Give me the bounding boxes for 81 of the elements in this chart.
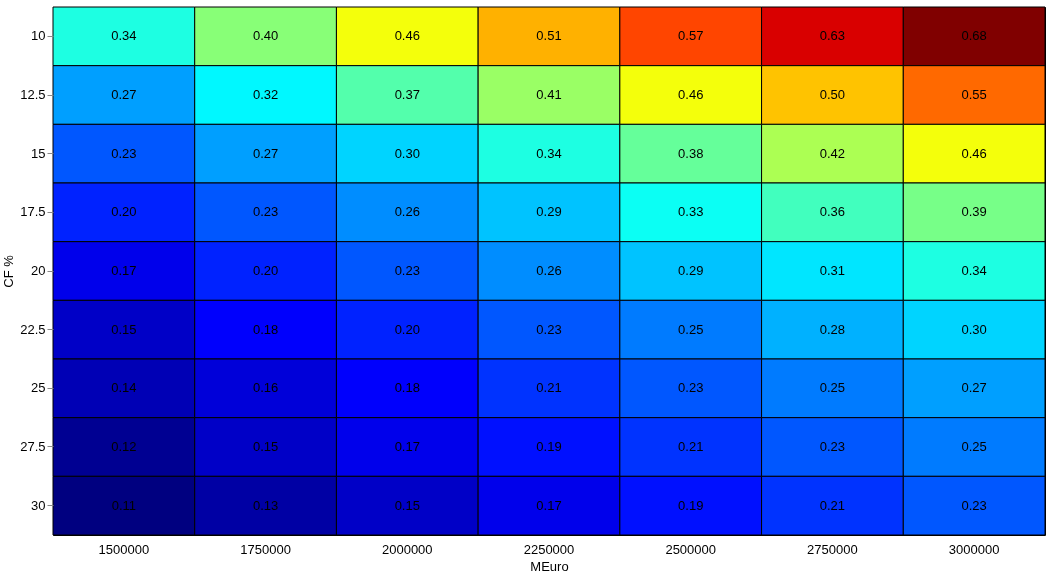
data-label: 0.32 [252, 87, 279, 102]
data-label: 0.46 [961, 145, 987, 161]
x-tick-label: 3000000 [948, 541, 1000, 557]
data-label: 0.17 [536, 497, 562, 513]
data-label: 0.25 [678, 321, 704, 337]
data-label: 0.30 [961, 321, 987, 337]
data-label: 0.57 [678, 28, 704, 44]
data-label: 0.30 [394, 145, 420, 161]
data-label: 0.33 [678, 204, 704, 220]
data-label: 0.17 [394, 439, 420, 454]
data-label: 0.55 [961, 87, 987, 102]
data-label: 0.27 [111, 87, 137, 102]
data-label: 0.20 [394, 321, 420, 337]
data-label: 0.17 [111, 263, 137, 278]
data-label: 0.11 [111, 497, 137, 513]
data-label: 0.19 [536, 439, 562, 454]
y-tick-label: 10 [31, 28, 46, 44]
x-tick-label: 2750000 [807, 541, 858, 557]
x-tick-label: 2500000 [665, 541, 717, 557]
y-tick-label: 30 [31, 497, 46, 513]
data-label: 0.25 [961, 439, 987, 454]
data-label: 0.34 [111, 28, 137, 44]
data-label: 0.27 [252, 145, 279, 161]
data-label: 0.21 [536, 380, 562, 396]
y-tick-label: 17.5 [20, 204, 46, 220]
x-tick-label: 2250000 [523, 541, 575, 557]
y-tick-label: 15 [31, 145, 46, 161]
data-label: 0.34 [961, 263, 987, 278]
data-label: 0.23 [536, 321, 562, 337]
data-label: 0.36 [819, 204, 846, 220]
data-label: 0.12 [111, 439, 137, 454]
data-label: 0.46 [678, 87, 704, 102]
data-label: 0.29 [678, 263, 704, 278]
data-label: 0.18 [252, 321, 279, 337]
data-label: 0.19 [678, 497, 704, 513]
data-label: 0.51 [536, 28, 562, 44]
x-tick-label: 2000000 [381, 541, 433, 557]
y-tick-label: 25 [31, 380, 46, 396]
data-label: 0.23 [678, 380, 704, 396]
y-tick-label: 22.5 [20, 321, 46, 337]
data-label: 0.26 [394, 204, 420, 220]
data-label: 0.37 [394, 87, 420, 102]
data-label: 0.21 [678, 439, 704, 454]
data-label: 0.21 [819, 497, 846, 513]
data-label: 0.23 [394, 263, 420, 278]
data-label: 0.23 [111, 145, 137, 161]
data-label: 0.63 [819, 28, 846, 44]
data-label: 0.15 [111, 321, 137, 337]
x-tick-label: 1500000 [98, 541, 150, 557]
data-label: 0.68 [961, 28, 987, 44]
data-label: 0.26 [536, 263, 562, 278]
data-label: 0.29 [536, 204, 562, 220]
data-label: 0.15 [252, 439, 279, 454]
data-label: 0.46 [394, 28, 420, 44]
data-label: 0.31 [819, 263, 846, 278]
x-axis-title: MEuro [530, 558, 569, 574]
data-label: 0.23 [252, 204, 279, 220]
data-label: 0.27 [961, 380, 987, 396]
data-label: 0.38 [678, 145, 704, 161]
y-tick-label: 20 [31, 263, 46, 278]
data-label: 0.18 [394, 380, 420, 396]
data-label: 0.25 [819, 380, 846, 396]
data-label: 0.50 [819, 87, 846, 102]
y-tick-label: 27.5 [20, 439, 46, 454]
data-label: 0.14 [111, 380, 137, 396]
x-tick-label: 1750000 [240, 541, 291, 557]
data-label: 0.28 [819, 321, 846, 337]
data-label: 0.15 [394, 497, 420, 513]
data-label: 0.41 [536, 87, 562, 102]
data-label: 0.16 [252, 380, 279, 396]
data-label: 0.40 [252, 28, 279, 44]
data-label: 0.20 [252, 263, 279, 278]
data-label: 0.20 [111, 204, 137, 220]
data-label: 0.42 [819, 145, 846, 161]
data-label: 0.23 [961, 497, 987, 513]
y-tick-label: 12.5 [20, 87, 46, 102]
data-label: 0.23 [819, 439, 846, 454]
data-label: 0.39 [961, 204, 987, 220]
y-axis-title: CF % [1, 254, 17, 288]
data-label: 0.13 [252, 497, 279, 513]
data-label: 0.34 [536, 145, 562, 161]
